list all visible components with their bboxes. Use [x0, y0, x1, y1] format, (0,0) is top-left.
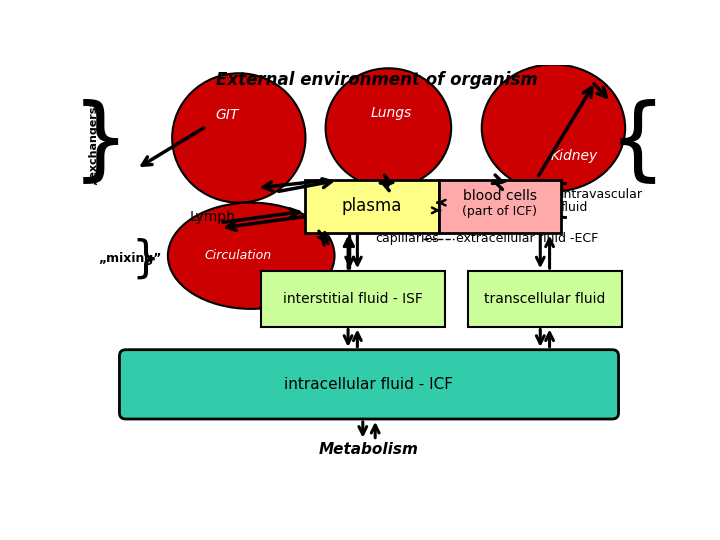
Bar — [438, 180, 561, 233]
FancyBboxPatch shape — [120, 350, 618, 419]
Text: „mixing”: „mixing” — [98, 252, 161, 265]
Bar — [468, 271, 621, 327]
Text: GIT: GIT — [215, 108, 239, 122]
Text: (part of ICF): (part of ICF) — [462, 205, 537, 218]
Text: External environment of organism: External environment of organism — [216, 71, 538, 89]
Text: blood cells: blood cells — [463, 188, 537, 202]
Text: fluid: fluid — [561, 201, 588, 214]
Text: „exchangers“: „exchangers“ — [88, 98, 98, 185]
Text: Lymph: Lymph — [189, 210, 235, 224]
Text: }: } — [132, 238, 160, 280]
Text: {: { — [608, 98, 666, 186]
Text: interstitial fluid - ISF: interstitial fluid - ISF — [283, 292, 423, 306]
Text: plasma: plasma — [342, 198, 402, 215]
Text: capillaries: capillaries — [375, 232, 439, 245]
Ellipse shape — [482, 64, 625, 192]
Text: intracellular fluid - ICF: intracellular fluid - ICF — [284, 377, 454, 392]
Ellipse shape — [168, 202, 335, 309]
Bar — [261, 271, 445, 327]
Text: Circulation: Circulation — [204, 249, 272, 262]
Text: Kidney: Kidney — [550, 148, 598, 163]
Text: }: } — [72, 98, 130, 186]
Text: extracellular fluid -ECF: extracellular fluid -ECF — [456, 232, 598, 245]
Bar — [305, 180, 438, 233]
Ellipse shape — [172, 73, 305, 202]
Text: Lungs: Lungs — [371, 105, 412, 119]
Ellipse shape — [325, 68, 451, 187]
Text: transcellular fluid: transcellular fluid — [485, 292, 606, 306]
Text: intravascular: intravascular — [561, 188, 643, 201]
Text: Metabolism: Metabolism — [319, 442, 419, 457]
Text: {: { — [546, 181, 570, 219]
